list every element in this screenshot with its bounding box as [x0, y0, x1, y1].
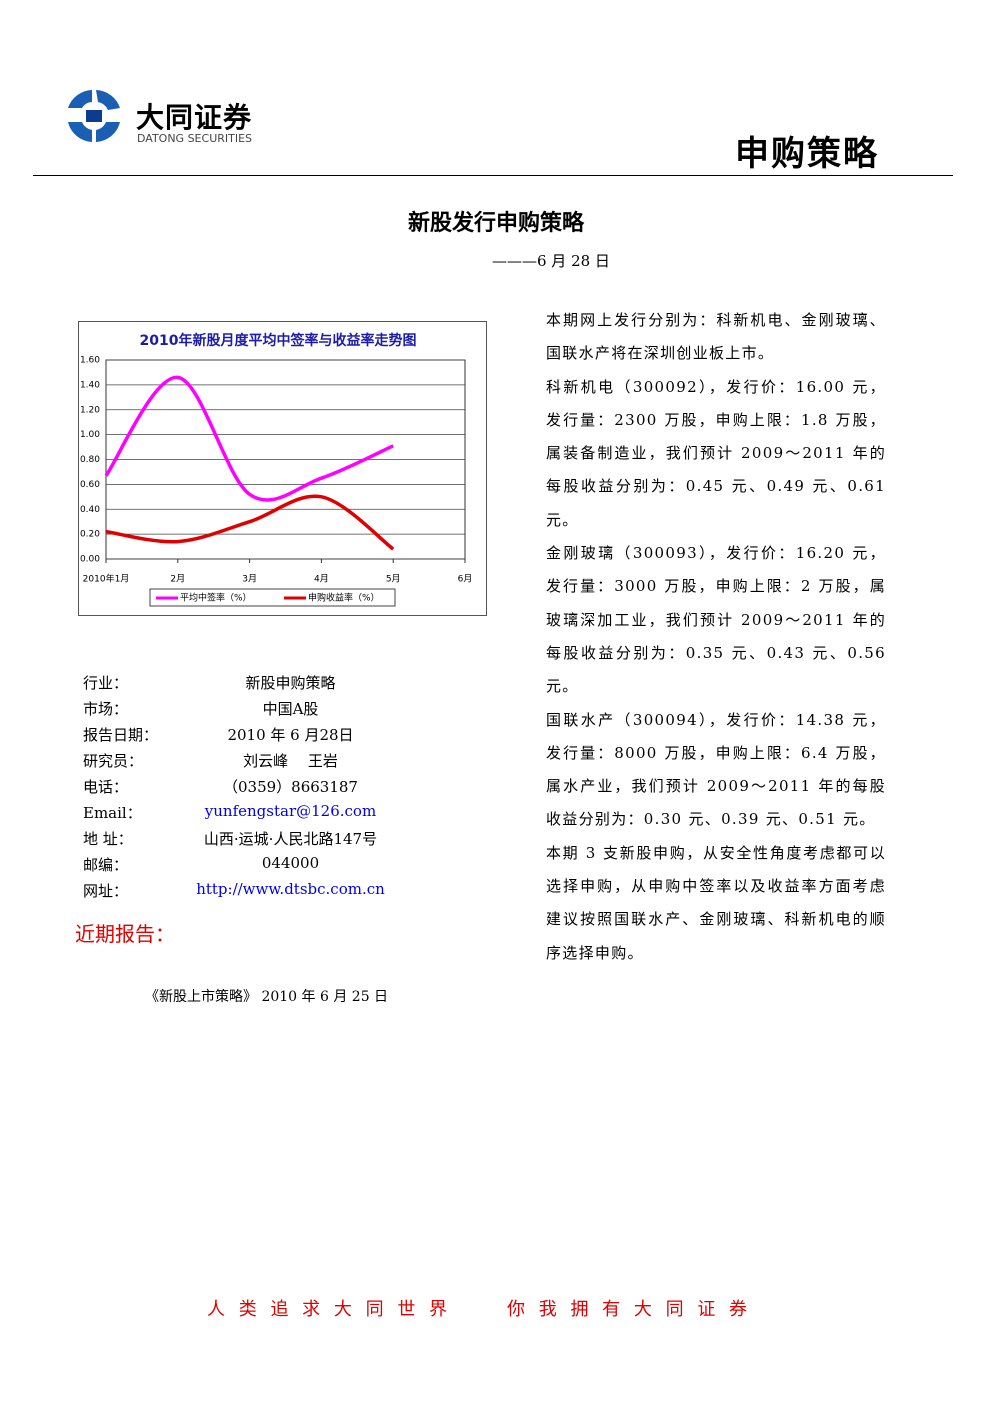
y-tick-label: 0.60 — [80, 480, 100, 490]
info-value: 044000 — [261, 854, 320, 872]
info-label: Email： — [83, 804, 142, 822]
x-tick-label: 4月 — [314, 574, 329, 585]
y-tick-label: 1.00 — [80, 430, 100, 440]
info-row: Email： yunfengstar@126.com — [83, 802, 403, 828]
legend-label: 申购收益率（%） — [308, 592, 380, 604]
x-tick-label: 3月 — [242, 574, 257, 585]
info-label: 行业： — [83, 674, 129, 692]
info-label: 报告日期： — [83, 726, 159, 744]
header-rule — [33, 175, 953, 176]
y-tick-label: 0.40 — [80, 505, 100, 515]
info-value: 山西·运城·人民北路147号 — [203, 830, 378, 848]
y-tick-label: 0.20 — [80, 530, 100, 540]
chart-title: 2010年新股月度平均中签率与收益率走势图 — [140, 332, 417, 349]
y-tick-label: 1.40 — [80, 380, 100, 390]
recent-list: 《新股上市策略》 2010 年 6 月 25 日 — [145, 986, 388, 1006]
info-value: （0359）8663187 — [223, 778, 358, 796]
info-label: 市场： — [83, 700, 129, 718]
legend-box — [149, 588, 396, 607]
company-name-en: DATONG SECURITIES — [137, 132, 253, 145]
x-tick-label: 5月 — [386, 574, 401, 585]
info-row: 电话： （0359）8663187 — [83, 776, 403, 802]
info-value: 2010 年 6 月28日 — [227, 726, 354, 744]
doc-date: ———6 月 28 日 — [492, 252, 610, 270]
info-row: 地 址： 山西·运城·人民北路147号 — [83, 828, 403, 854]
paragraph: 本期网上发行分别为：科新机电、金刚玻璃、国联水产将在深圳创业板上市。 — [546, 311, 886, 363]
recent-heading: 近期报告： — [75, 922, 175, 946]
company-name: 大同证券 — [136, 101, 253, 134]
info-value[interactable]: yunfengstar@126.com — [204, 802, 377, 820]
slogan: 人 类 追 求 大 同 世 界 — [207, 1299, 452, 1320]
info-table: 行业： 新股申购策略市场： 中国A股报告日期： 2010 年 6 月28日研究员： 刘云… — [83, 672, 403, 906]
info-value: 新股申购策略 — [245, 674, 336, 692]
info-row: 市场： 中国A股 — [83, 698, 403, 724]
info-label: 邮编： — [83, 856, 129, 874]
report-type: 申购策略 — [735, 134, 879, 174]
info-value: 中国A股 — [262, 700, 319, 718]
info-row: 行业： 新股申购策略 — [83, 672, 403, 698]
paragraph: 金刚玻璃（300093），发行价：16.20 元，发行量：3000 万股，申购上… — [546, 544, 886, 696]
info-label: 研究员： — [83, 752, 144, 770]
info-row: 邮编： 044000 — [83, 854, 403, 880]
doc-title: 新股发行申购策略 — [407, 210, 584, 236]
info-label: 电话： — [83, 778, 129, 796]
info-row: 网址： http://www.dtsbc.com.cn — [83, 880, 403, 906]
x-tick-label: 2月 — [170, 574, 185, 585]
info-label: 地 址： — [83, 830, 133, 848]
info-value[interactable]: http://www.dtsbc.com.cn — [196, 880, 385, 898]
chart: 2010年新股月度平均中签率与收益率走势图 0.00 0.20 0.40 0.60 0.… — [78, 321, 487, 616]
x-tick-label: 6月 — [458, 574, 473, 585]
legend-label: 平均中签率（%） — [180, 592, 252, 604]
y-tick-label: 0.00 — [80, 555, 100, 565]
series-line — [104, 375, 394, 502]
body-text: 本期网上发行分别为：科新机电、金刚玻璃、国联水产将在深圳创业板上市。科新机电（3… — [546, 304, 886, 970]
y-tick-label: 1.60 — [80, 356, 100, 366]
info-row: 报告日期： 2010 年 6 月28日 — [83, 724, 403, 750]
x-tick-label: 2010年1月 — [83, 573, 130, 585]
y-tick-label: 0.80 — [80, 455, 100, 465]
info-label: 网址： — [83, 882, 129, 900]
recent-item: 《新股上市策略》 2010 年 6 月 25 日 — [145, 989, 389, 1005]
y-tick-label: 1.20 — [80, 405, 100, 415]
info-value: 刘云峰 王岩 — [243, 752, 338, 770]
slogan: 你 我 拥 有 大 同 证 券 — [507, 1299, 752, 1320]
info-row: 研究员： 刘云峰 王岩 — [83, 750, 403, 776]
paragraph: 国联水产（300094），发行价：14.38 元，发行量：8000 万股，申购上… — [546, 710, 886, 829]
paragraph: 科新机电（300092），发行价：16.00 元，发行量：2300 万股，申购上… — [546, 377, 886, 529]
paragraph: 本期 3 支新股申购，从安全性角度考虑都可以选择申购，从申购中签率以及收益率方面… — [546, 843, 886, 962]
series-line — [105, 494, 395, 551]
logo-mark — [68, 90, 120, 142]
